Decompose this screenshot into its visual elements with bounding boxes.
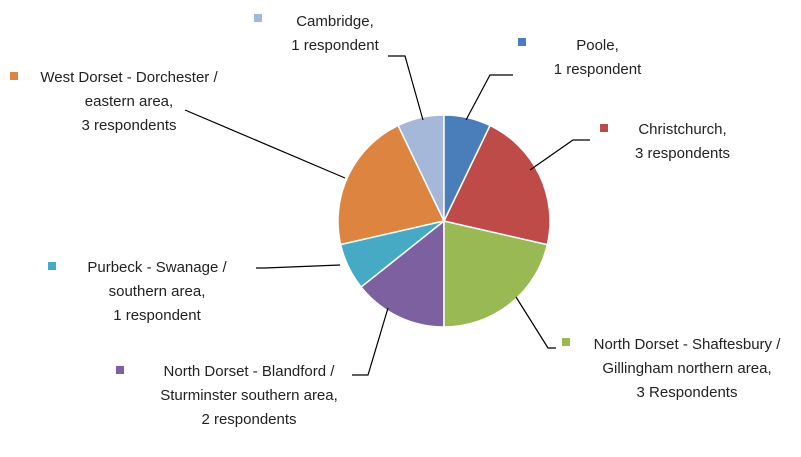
slice-label: Christchurch, 3 respondents <box>610 118 755 166</box>
value-label: 1 respondent <box>291 37 379 54</box>
slice-label: North Dorset - Shaftesbury / Gillingham … <box>578 333 796 405</box>
legend-marker <box>600 124 608 132</box>
legend-marker <box>518 38 526 46</box>
leader-line <box>515 296 556 349</box>
category-label: Poole, <box>576 37 619 54</box>
legend-marker <box>48 262 56 270</box>
category-label: North Dorset - Shaftesbury / Gillingham … <box>593 336 781 377</box>
category-label: Cambridge, <box>296 13 374 30</box>
slice-label: North Dorset - Blandford / Sturminster s… <box>135 360 363 432</box>
category-label: Christchurch, <box>638 121 727 138</box>
value-label: 3 Respondents <box>636 384 738 401</box>
slice-label: Purbeck - Swanage / southern area, 1 resp… <box>62 256 252 328</box>
leader-line <box>352 307 389 376</box>
value-label: 3 respondents <box>81 117 177 134</box>
value-label: 1 respondent <box>113 307 201 324</box>
category-label: North Dorset - Blandford / Sturminster s… <box>160 363 338 404</box>
pie-slice <box>360 219 445 328</box>
leader-line <box>184 109 346 179</box>
slice-label: Cambridge, 1 respondent <box>270 10 400 58</box>
value-label: 2 respondents <box>201 411 297 428</box>
category-label: Purbeck - Swanage / southern area, <box>87 259 227 300</box>
pie-slice <box>337 124 446 246</box>
value-label: 1 respondent <box>553 61 642 78</box>
legend-marker <box>562 338 570 346</box>
leader-line <box>388 55 424 121</box>
legend-marker <box>116 366 124 374</box>
leader-line <box>256 264 341 269</box>
legend-marker <box>254 14 262 22</box>
category-label: West Dorset - Dorchester / eastern area, <box>40 69 218 110</box>
pie-slice <box>442 124 551 246</box>
slice-label: Poole, 1 respondent <box>530 34 665 82</box>
slice-label: West Dorset - Dorchester / eastern area,… <box>33 66 225 138</box>
value-label: 3 respondents <box>634 145 731 162</box>
leader-line <box>529 139 590 171</box>
leader-line <box>465 74 513 121</box>
legend-marker <box>10 72 18 80</box>
pie-slice <box>443 220 549 328</box>
leader-lines <box>184 55 590 376</box>
